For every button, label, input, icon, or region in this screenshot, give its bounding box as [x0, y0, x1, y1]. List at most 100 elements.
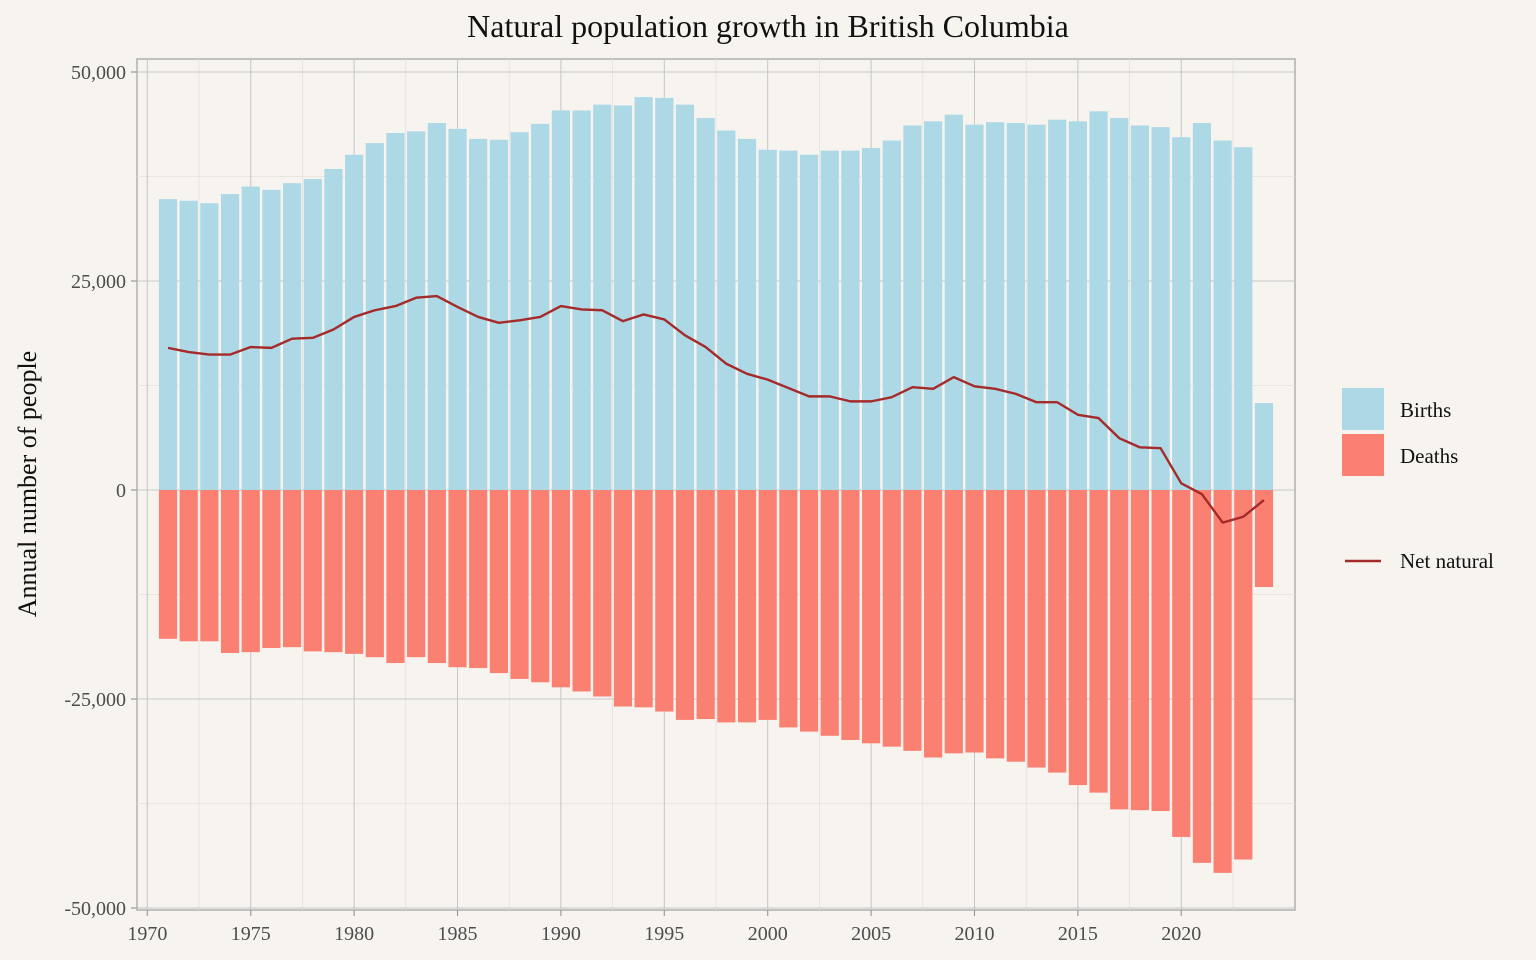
births-bar [489, 139, 508, 490]
births-bar [407, 131, 426, 490]
births-bar [1110, 117, 1129, 490]
deaths-bar [262, 490, 281, 649]
legend-key-deaths [1342, 434, 1384, 476]
births-bar [1048, 119, 1067, 490]
births-bar [861, 148, 881, 491]
deaths-bar [345, 490, 364, 654]
births-bar [200, 203, 219, 490]
births-bar [1151, 127, 1170, 491]
deaths-bar [758, 490, 777, 720]
births-bar [158, 199, 178, 490]
x-tick-label: 2015 [1058, 923, 1098, 945]
legend-key-births [1342, 388, 1384, 430]
x-tick-label: 1975 [231, 923, 271, 945]
births-bar [675, 104, 695, 490]
births-bar [1234, 147, 1253, 491]
deaths-bar [655, 490, 674, 712]
y-tick-label: 25,000 [71, 271, 126, 293]
deaths-bar [1130, 490, 1150, 811]
deaths-bar [551, 490, 571, 688]
y-tick-label: -50,000 [64, 898, 126, 920]
deaths-bar [779, 490, 798, 728]
births-bar [1068, 121, 1087, 490]
chart-title: Natural population growth in British Col… [467, 8, 1069, 44]
births-bar [613, 105, 633, 490]
births-bar [572, 110, 591, 491]
legend-label-net-natural: Net natural [1400, 549, 1494, 573]
births-bar [179, 200, 198, 490]
deaths-bar [1110, 490, 1129, 810]
deaths-bar [282, 490, 302, 648]
deaths-bar [717, 490, 736, 723]
deaths-bar [737, 490, 757, 723]
births-bar [220, 194, 240, 490]
x-tick-label: 2000 [748, 923, 788, 945]
births-bar [365, 143, 384, 490]
births-bar [696, 117, 715, 490]
births-bar [593, 104, 612, 490]
x-tick-label: 1995 [644, 923, 684, 945]
births-bar [1172, 137, 1191, 490]
deaths-bar [1068, 490, 1087, 786]
deaths-bar [200, 490, 219, 642]
deaths-bar [158, 490, 178, 639]
deaths-bar [179, 490, 198, 642]
x-tick-label: 1990 [541, 923, 581, 945]
deaths-bar [1172, 490, 1191, 837]
births-bar [531, 123, 550, 490]
deaths-bar [303, 490, 322, 652]
births-bar [345, 154, 364, 490]
births-bar [882, 140, 901, 490]
deaths-bar [924, 490, 943, 758]
deaths-bar [469, 490, 488, 669]
deaths-bar [593, 490, 612, 697]
births-bar [655, 97, 674, 490]
deaths-bar [944, 490, 963, 754]
legend-label-births: Births [1400, 398, 1451, 422]
deaths-bar [841, 490, 860, 740]
births-bar [1213, 140, 1232, 490]
x-tick-label: 1980 [334, 923, 374, 945]
y-tick-label: 50,000 [71, 62, 126, 84]
births-bar [944, 114, 963, 491]
deaths-bar [882, 490, 901, 747]
deaths-bar [1254, 490, 1274, 587]
x-tick-label: 2005 [851, 923, 891, 945]
births-bar [758, 149, 777, 491]
x-tick-label: 2020 [1161, 923, 1201, 945]
births-bar [1130, 125, 1150, 490]
births-bar [841, 150, 860, 491]
deaths-bar [986, 490, 1005, 759]
deaths-bar [1213, 490, 1232, 873]
deaths-bar [634, 490, 653, 708]
births-bar [799, 154, 819, 490]
births-bar [1254, 403, 1274, 490]
births-bar [510, 132, 529, 490]
births-bar [1089, 111, 1108, 491]
y-tick-label: -25,000 [64, 689, 126, 711]
births-bar [282, 183, 302, 491]
deaths-bar [965, 490, 984, 753]
births-bar [241, 186, 260, 491]
deaths-bar [1151, 490, 1170, 812]
deaths-bar [386, 490, 405, 664]
births-bar [303, 179, 322, 490]
births-bar [551, 110, 571, 491]
deaths-bar [861, 490, 881, 744]
deaths-bar [799, 490, 819, 732]
births-bar [737, 138, 757, 490]
deaths-bar [1192, 490, 1212, 863]
legend: Births Deaths Net natural [1342, 388, 1494, 573]
births-bar [820, 150, 839, 491]
births-bar [448, 128, 467, 490]
births-bar [262, 189, 281, 490]
deaths-bar [489, 490, 508, 674]
deaths-bar [1006, 490, 1025, 762]
births-bar [1027, 124, 1046, 490]
births-bar [965, 124, 984, 490]
births-bar [469, 138, 488, 490]
y-tick-label: 0 [116, 480, 126, 502]
x-tick-label: 1985 [438, 923, 478, 945]
deaths-bars [158, 490, 1274, 873]
